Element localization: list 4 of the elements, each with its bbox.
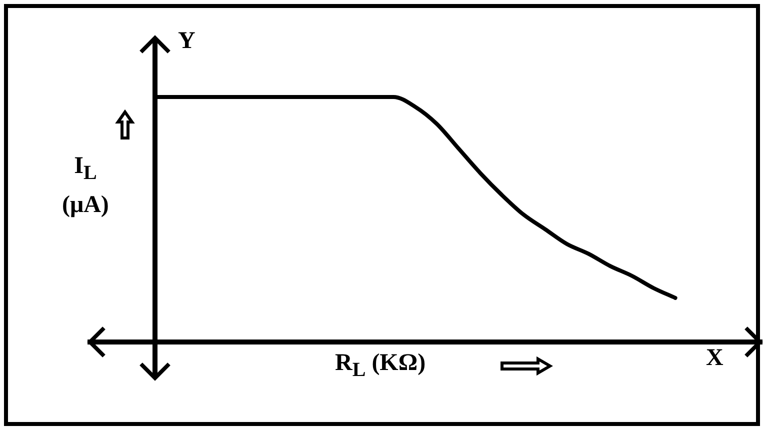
text: Y (178, 28, 196, 55)
text: X (706, 345, 724, 372)
y-axis-title: I$_{L}$ (μA) (62, 152, 109, 220)
x-axis-title: R$_{L}$ (KΩ) (335, 350, 426, 382)
